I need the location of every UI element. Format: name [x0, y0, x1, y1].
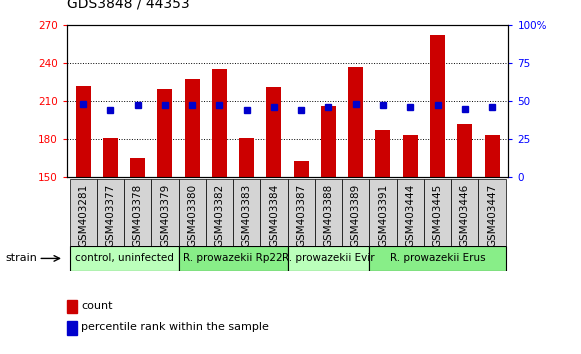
Bar	[212, 69, 227, 177]
Text: GSM403444: GSM403444	[406, 184, 415, 247]
Bar	[178, 246, 288, 271]
Text: strain: strain	[6, 253, 38, 263]
Bar	[239, 138, 254, 177]
Bar	[260, 179, 288, 246]
Text: GSM403391: GSM403391	[378, 184, 388, 247]
Bar	[288, 179, 315, 246]
Text: GSM403383: GSM403383	[242, 184, 252, 247]
Text: GSM403387: GSM403387	[296, 184, 306, 247]
Text: GSM403388: GSM403388	[324, 184, 333, 247]
Bar	[370, 179, 397, 246]
Bar	[103, 138, 118, 177]
Text: GSM403382: GSM403382	[214, 184, 224, 247]
Bar	[288, 246, 370, 271]
Text: GSM403379: GSM403379	[160, 184, 170, 247]
Text: GSM403389: GSM403389	[351, 184, 361, 247]
Bar	[370, 246, 505, 271]
Text: GSM403378: GSM403378	[132, 184, 143, 247]
Bar	[375, 130, 390, 177]
Bar	[348, 67, 363, 177]
Bar	[294, 160, 309, 177]
Bar	[124, 179, 151, 246]
Bar	[321, 106, 336, 177]
Text: GSM403380: GSM403380	[187, 184, 197, 247]
Bar	[76, 86, 91, 177]
Bar	[130, 158, 145, 177]
Bar	[233, 179, 260, 246]
Bar	[315, 179, 342, 246]
Bar	[70, 246, 178, 271]
Text: GSM403384: GSM403384	[269, 184, 279, 247]
Bar	[342, 179, 370, 246]
Bar	[97, 179, 124, 246]
Bar	[178, 179, 206, 246]
Bar	[267, 87, 281, 177]
Bar	[430, 35, 445, 177]
Bar	[485, 135, 500, 177]
Text: GDS3848 / 44353: GDS3848 / 44353	[67, 0, 189, 11]
Bar	[206, 179, 233, 246]
Text: percentile rank within the sample: percentile rank within the sample	[81, 322, 269, 332]
Text: count: count	[81, 301, 113, 311]
Text: GSM403281: GSM403281	[78, 184, 88, 247]
Bar	[397, 179, 424, 246]
Bar	[478, 179, 505, 246]
Bar	[157, 90, 173, 177]
Bar	[151, 179, 178, 246]
Bar	[451, 179, 478, 246]
Text: R. prowazekii Evir: R. prowazekii Evir	[282, 253, 375, 263]
Bar	[457, 124, 472, 177]
Bar	[70, 179, 97, 246]
Text: control, uninfected: control, uninfected	[74, 253, 174, 263]
Bar	[424, 179, 451, 246]
Bar	[185, 79, 200, 177]
Text: GSM403447: GSM403447	[487, 184, 497, 247]
Bar	[403, 135, 418, 177]
Text: GSM403445: GSM403445	[432, 184, 443, 247]
Text: R. prowazekii Rp22: R. prowazekii Rp22	[183, 253, 283, 263]
Text: GSM403446: GSM403446	[460, 184, 470, 247]
Text: R. prowazekii Erus: R. prowazekii Erus	[390, 253, 485, 263]
Text: GSM403377: GSM403377	[105, 184, 116, 247]
